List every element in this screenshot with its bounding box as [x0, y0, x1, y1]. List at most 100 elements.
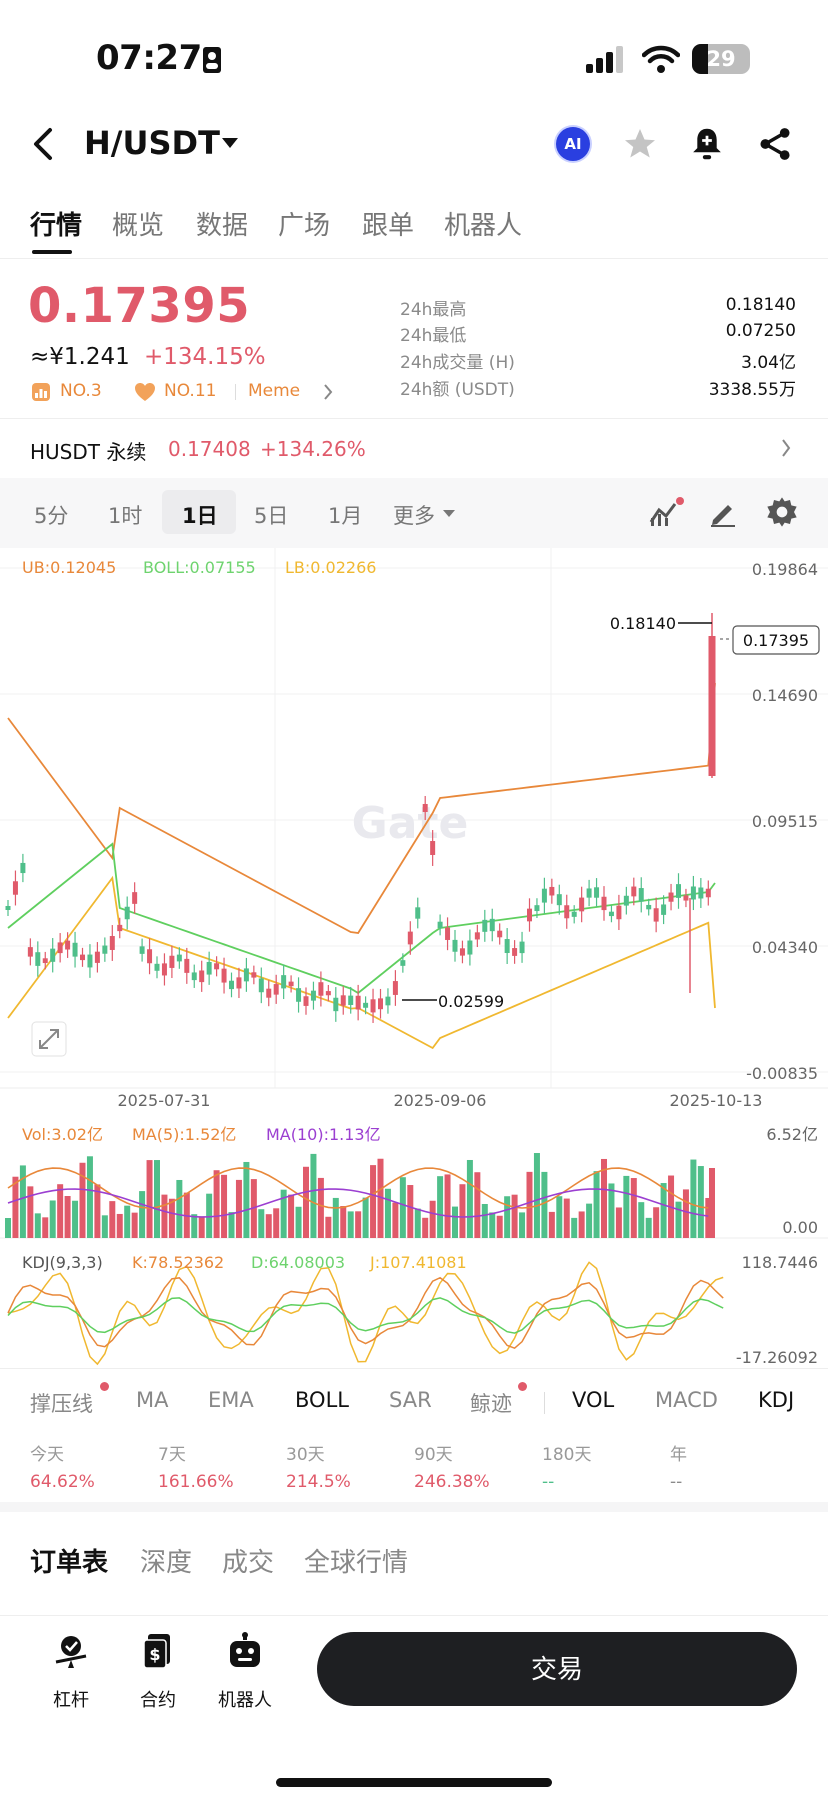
candle-body — [683, 895, 689, 901]
vol-axis-label: 0.00 — [782, 1218, 818, 1237]
tab-trades[interactable]: 成交 — [222, 1548, 275, 1578]
kdj-axis-label: -17.26092 — [736, 1348, 818, 1367]
candle-body — [12, 881, 18, 895]
indicator-support-resistance[interactable]: 撑压线 — [30, 1392, 93, 1416]
nav-futures[interactable]: 合约 — [140, 1690, 176, 1711]
back-arrow-icon[interactable] — [28, 124, 58, 164]
bot-robot-icon[interactable] — [227, 1632, 263, 1670]
perf-label: 30天 — [286, 1445, 325, 1465]
candle-body — [415, 907, 421, 919]
candle-body — [556, 894, 562, 906]
high-marker-label: 0.18140 — [610, 614, 676, 633]
trade-button[interactable]: 交易 — [317, 1632, 797, 1706]
price-alert-bell-icon[interactable] — [690, 126, 724, 162]
indicator-macd[interactable]: MACD — [655, 1388, 718, 1412]
indicator-kdj[interactable]: KDJ — [758, 1388, 795, 1412]
interval-5m[interactable]: 5分 — [34, 504, 69, 528]
interval-5d[interactable]: 5日 — [254, 504, 289, 528]
favorite-star-icon[interactable] — [622, 126, 658, 162]
boll-lb-legend: LB:0.02266 — [285, 558, 376, 577]
tab-global-market[interactable]: 全球行情 — [304, 1548, 409, 1578]
chevron-down-icon[interactable] — [443, 510, 455, 517]
perf-label: 180天 — [542, 1445, 592, 1465]
ai-assistant-icon[interactable]: AI — [556, 127, 590, 161]
volume-bar — [273, 1208, 280, 1238]
indicator-whale[interactable]: 鲸迹 — [470, 1392, 512, 1416]
tab-square[interactable]: 广场 — [278, 211, 331, 241]
price-axis-label: 0.14690 — [752, 686, 818, 705]
interval-1h[interactable]: 1时 — [108, 504, 143, 528]
pair-dropdown-icon[interactable] — [222, 138, 238, 148]
volume-bar — [593, 1171, 600, 1238]
price-axis-label: 0.09515 — [752, 812, 818, 831]
perf-value: -- — [542, 1472, 555, 1492]
volume-bar — [459, 1184, 466, 1238]
candle-body — [527, 908, 532, 922]
volume-bar — [571, 1217, 578, 1238]
tab-depth[interactable]: 深度 — [140, 1548, 193, 1578]
candle-body — [340, 995, 346, 1006]
candle-body — [214, 963, 220, 970]
candlestick-chart[interactable]: Gate UB:0.12045 BOLL:0.07155 LB:0.02266 … — [0, 548, 828, 1368]
nav-bots[interactable]: 机器人 — [218, 1690, 272, 1711]
draw-pen-icon[interactable] — [708, 496, 738, 528]
chart-settings-gear-icon[interactable] — [766, 496, 798, 528]
volume-bar — [489, 1212, 496, 1238]
share-icon[interactable] — [758, 126, 792, 162]
perf-value: 214.5% — [286, 1472, 351, 1492]
divider — [0, 418, 828, 419]
kdj-j-line — [7, 1261, 724, 1366]
perpetual-name[interactable]: HUSDT 永续 — [30, 440, 147, 464]
volume-bar — [198, 1216, 205, 1238]
expand-chart-icon[interactable] — [31, 1021, 67, 1057]
volume-bar — [399, 1177, 406, 1238]
tab-bots[interactable]: 机器人 — [444, 211, 523, 241]
indicator-boll[interactable]: BOLL — [295, 1388, 349, 1412]
volume-bar — [27, 1186, 34, 1238]
kdj-k-line — [7, 1276, 724, 1350]
active-interval-bg — [162, 490, 236, 534]
interval-1mo[interactable]: 1月 — [328, 504, 363, 528]
volume-bar — [146, 1160, 153, 1238]
volume-bar — [414, 1208, 421, 1238]
candle-body — [452, 939, 458, 952]
rank-badge[interactable]: NO.11 — [164, 381, 217, 401]
candle-body — [161, 963, 167, 976]
interval-1d[interactable]: 1日 — [182, 504, 218, 528]
pair-title[interactable]: H/USDT — [84, 124, 220, 162]
candle-body — [139, 946, 145, 954]
divider — [544, 1392, 545, 1414]
chevron-right-icon[interactable] — [780, 438, 792, 458]
candle-body — [184, 958, 190, 973]
futures-contract-icon[interactable]: $ — [140, 1632, 176, 1670]
tab-data[interactable]: 数据 — [196, 211, 249, 241]
rank-badge[interactable]: NO.3 — [60, 381, 102, 401]
category-tag[interactable]: Meme — [248, 381, 301, 401]
nav-leverage[interactable]: 杠杆 — [53, 1690, 89, 1711]
wifi-icon — [642, 45, 680, 73]
chevron-right-icon[interactable] — [322, 383, 334, 401]
tab-overview[interactable]: 概览 — [112, 211, 165, 241]
volume-bar — [511, 1194, 518, 1238]
volume-bar — [221, 1174, 228, 1238]
vol-legend: Vol:3.02亿 — [22, 1125, 103, 1144]
candle-body — [273, 984, 279, 995]
indicator-settings-icon[interactable] — [648, 496, 684, 528]
indicator-vol[interactable]: VOL — [572, 1388, 615, 1412]
interval-more[interactable]: 更多 — [393, 504, 435, 528]
leverage-icon[interactable] — [52, 1632, 90, 1670]
candle-body — [385, 996, 391, 1006]
indicator-ma[interactable]: MA — [136, 1388, 169, 1412]
volume-bar — [496, 1215, 503, 1238]
indicator-ema[interactable]: EMA — [208, 1388, 254, 1412]
volume-bar — [653, 1207, 660, 1238]
volume-bar — [116, 1213, 123, 1238]
tab-order-book[interactable]: 订单表 — [30, 1548, 109, 1578]
tab-copy-trading[interactable]: 跟单 — [362, 211, 415, 241]
perf-label: 年 — [670, 1445, 687, 1465]
volume-ma10-line — [7, 1188, 709, 1218]
indicator-sar[interactable]: SAR — [389, 1388, 432, 1412]
candle-body — [549, 886, 555, 896]
svg-text:$: $ — [149, 1645, 160, 1664]
tab-market[interactable]: 行情 — [30, 211, 83, 241]
